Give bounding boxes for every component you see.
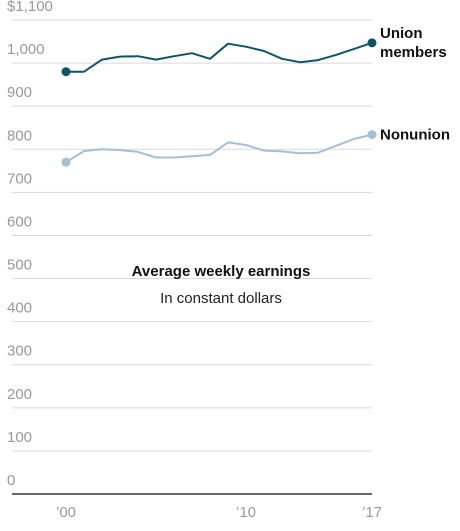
y-tick-label: 600 xyxy=(7,213,32,230)
y-tick-label: 800 xyxy=(7,127,32,144)
series-line xyxy=(66,41,373,73)
y-tick-label: 400 xyxy=(7,300,32,317)
chart-heading: Average weekly earnings In constant doll… xyxy=(132,263,311,307)
x-axis-tick-labels: ’00 ’10 ’17 xyxy=(56,504,382,521)
series-lines xyxy=(61,38,377,167)
gridlines xyxy=(12,19,372,495)
y-tick-label: 100 xyxy=(7,429,32,446)
y-tick-label: 700 xyxy=(7,170,32,187)
series-end-point xyxy=(367,38,377,48)
series-label: members xyxy=(380,44,447,61)
x-tick-label: ’10 xyxy=(236,504,256,521)
series-start-point xyxy=(61,157,71,167)
y-axis-tick-labels: 0 100 200 300 400 500 600 700 800 900 1,000 $1,100 xyxy=(7,0,53,489)
y-tick-label: $1,100 xyxy=(7,0,53,15)
series-start-point xyxy=(61,67,71,77)
y-tick-label: 300 xyxy=(7,343,32,360)
series-label: Union xyxy=(380,25,423,42)
x-tick-label: ’00 xyxy=(56,504,76,521)
series-end-point xyxy=(367,130,377,140)
x-tick-label: ’17 xyxy=(362,504,382,521)
series-line xyxy=(65,133,373,164)
y-tick-label: 500 xyxy=(7,257,32,274)
y-tick-label: 900 xyxy=(7,84,32,101)
series-labels: Union members Nonunion xyxy=(380,25,450,144)
series-label: Nonunion xyxy=(380,127,450,144)
chart-title: Average weekly earnings xyxy=(132,263,311,280)
chart-subtitle: In constant dollars xyxy=(160,290,282,307)
y-tick-label: 200 xyxy=(7,386,32,403)
y-tick-label: 0 xyxy=(7,472,15,489)
y-tick-label: 1,000 xyxy=(7,41,45,58)
